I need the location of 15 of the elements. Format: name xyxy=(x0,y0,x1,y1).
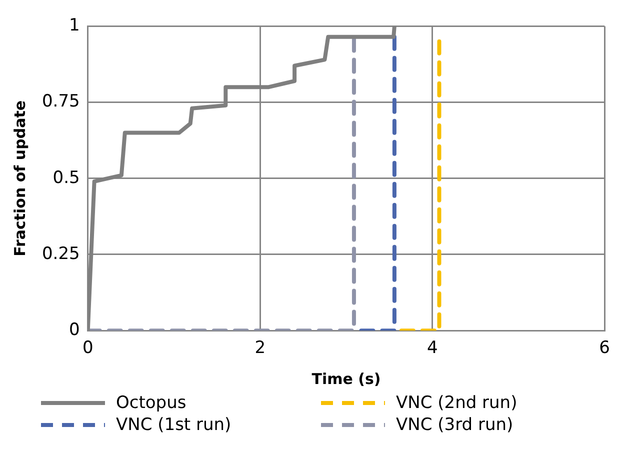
x-tick-label: 4 xyxy=(426,338,438,358)
legend-label: VNC (2nd run) xyxy=(396,393,518,413)
y-tick-label: 1 xyxy=(69,16,80,36)
x-axis-title: Time (s) xyxy=(312,370,381,388)
x-tick-label: 2 xyxy=(254,338,266,358)
y-tick-label: 0.25 xyxy=(42,244,80,264)
legend-label: VNC (1st run) xyxy=(116,415,232,435)
y-tick-label: 0 xyxy=(69,320,80,340)
y-tick-label: 0.5 xyxy=(52,168,80,188)
x-tick-label: 0 xyxy=(82,338,94,358)
x-tick-label: 6 xyxy=(599,338,610,358)
y-axis-title: Fraction of update xyxy=(10,100,29,256)
legend-label: Octopus xyxy=(116,393,186,413)
y-tick-label: 0.75 xyxy=(42,92,80,112)
legend-label: VNC (3rd run) xyxy=(396,415,514,435)
